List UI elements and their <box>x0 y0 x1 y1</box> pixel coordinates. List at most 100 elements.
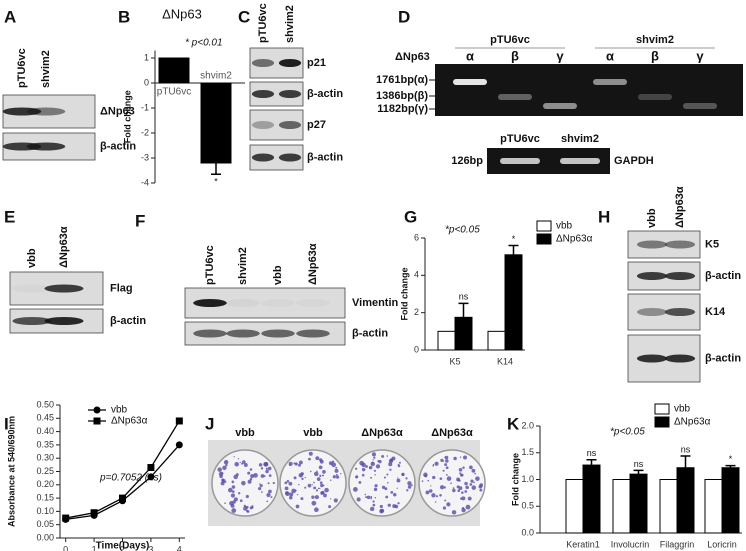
error-bar <box>211 163 221 175</box>
bar <box>629 473 648 534</box>
blot-band <box>278 153 302 162</box>
colony <box>270 496 273 499</box>
bar <box>676 467 695 534</box>
colony <box>442 469 445 472</box>
colony <box>294 489 297 492</box>
colony <box>469 483 473 486</box>
colony <box>232 490 235 493</box>
colony <box>465 504 471 510</box>
colony <box>289 492 294 497</box>
bar <box>504 254 523 351</box>
bar <box>612 479 631 534</box>
panel-label: G <box>404 207 417 226</box>
blot-band <box>261 329 295 338</box>
blot-band <box>12 317 52 325</box>
colony <box>258 487 262 491</box>
legend-swatch <box>536 220 552 232</box>
error-bar <box>586 458 597 466</box>
colony <box>335 466 338 469</box>
colony <box>268 489 272 494</box>
blot-band <box>26 107 66 116</box>
size-label: 1761bp(α) <box>376 74 428 86</box>
panel-label: K <box>507 414 520 433</box>
group-label: pTU6vc <box>490 34 530 46</box>
y-tick-label: 2 <box>414 307 419 317</box>
colony <box>445 466 449 470</box>
point <box>147 464 155 472</box>
x-tick-label: shvim2 <box>200 71 232 82</box>
blot-band <box>251 153 275 162</box>
colony <box>251 506 254 509</box>
colony <box>260 467 264 470</box>
blot-band <box>193 329 227 338</box>
size-label: 1386bp(β) <box>376 90 428 102</box>
colony <box>444 463 448 467</box>
colony <box>315 489 319 492</box>
colony <box>479 483 484 487</box>
colony <box>231 485 236 489</box>
colony <box>379 504 383 509</box>
bar <box>582 464 601 534</box>
colony <box>288 461 293 466</box>
colony <box>461 496 466 501</box>
colony <box>322 470 326 474</box>
y-tick-label: -4 <box>141 177 149 187</box>
gel-band <box>498 94 532 100</box>
legend-swatch <box>536 233 552 245</box>
lane-label: vbb <box>26 248 38 268</box>
significance-label: ns <box>681 444 691 454</box>
colony <box>286 480 290 483</box>
colony <box>440 458 444 463</box>
colony <box>401 472 405 477</box>
colony <box>245 505 249 509</box>
plate-label: ΔNp63α <box>361 427 403 439</box>
colony <box>451 510 457 515</box>
colony <box>228 487 233 493</box>
x-tick-label: Involucrin <box>611 539 650 549</box>
colony <box>461 507 466 513</box>
colony <box>435 495 439 498</box>
point <box>175 417 183 425</box>
point <box>90 509 98 517</box>
y-tick-label: -1 <box>141 102 149 112</box>
legend-label: vbb <box>111 405 128 416</box>
colony <box>372 459 374 461</box>
colony <box>225 464 228 467</box>
x-tick-label: Keratin1 <box>566 539 600 549</box>
colony <box>423 472 428 478</box>
y-tick-label: 0 <box>414 344 419 354</box>
band-label: GAPDH <box>614 155 654 167</box>
colony <box>410 484 413 487</box>
gel-band <box>683 103 717 109</box>
colony <box>288 495 293 500</box>
colony <box>314 507 319 513</box>
colony <box>458 486 463 491</box>
blot-band <box>636 354 668 363</box>
colony <box>387 482 389 484</box>
y-tick-label: -2 <box>141 127 149 137</box>
legend-label: vbb <box>556 221 573 232</box>
lane-label: ΔNp63α <box>674 186 686 228</box>
y-tick-label: 1.5 <box>521 447 534 457</box>
colony <box>266 492 271 498</box>
colony <box>379 508 384 514</box>
colony <box>251 505 254 507</box>
y-tick-label: 0.00 <box>36 532 54 542</box>
colony <box>230 493 236 498</box>
panel-label: B <box>118 7 130 26</box>
band-label: β-actin <box>705 270 741 282</box>
point <box>62 514 70 522</box>
colony <box>421 480 424 483</box>
legend-label: ΔNp63α <box>556 234 593 245</box>
colony <box>221 472 224 475</box>
colony <box>397 502 400 505</box>
colony <box>389 468 392 471</box>
blot-band <box>278 59 302 67</box>
lane-label: β <box>651 48 659 63</box>
blot-band <box>261 299 295 307</box>
colony <box>439 485 445 490</box>
colony <box>370 497 372 500</box>
blot-band <box>636 308 668 316</box>
colony <box>316 470 318 472</box>
colony <box>237 458 240 460</box>
